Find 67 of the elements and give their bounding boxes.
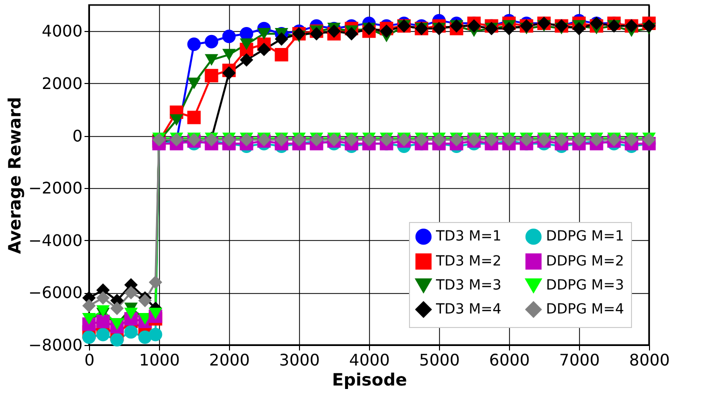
point: [138, 294, 152, 308]
x-tick-label: 3000: [279, 350, 320, 370]
point: [467, 19, 481, 33]
point: [572, 22, 586, 36]
point: [124, 325, 138, 339]
point: [310, 27, 324, 40]
point: [240, 53, 254, 67]
point: [222, 66, 236, 80]
point: [327, 24, 341, 38]
point: [204, 34, 218, 48]
x-tick-label: 7000: [559, 350, 600, 370]
y-tick-label: 4000: [42, 22, 82, 41]
point: [170, 114, 184, 126]
point: [502, 22, 516, 36]
point: [222, 30, 236, 44]
point: [96, 314, 110, 328]
legend-label: DDPG M=1: [546, 228, 624, 245]
point: [96, 328, 110, 342]
legend-label: DDPG M=4: [546, 302, 624, 318]
point: [240, 27, 254, 40]
point: [110, 333, 124, 346]
x-tick-label: 8000: [629, 350, 670, 370]
point: [138, 330, 152, 344]
x-tick-label: 1000: [139, 350, 180, 370]
point: [344, 27, 358, 40]
legend-label: TD3 M=2: [435, 254, 502, 270]
legend-label: TD3 M=4: [435, 302, 502, 318]
point: [124, 286, 138, 300]
point: [642, 19, 656, 33]
x-tick-label: 5000: [419, 350, 460, 370]
point: [380, 24, 394, 38]
y-tick-label: 2000: [42, 74, 82, 93]
point: [222, 48, 236, 60]
legend-label: TD3 M=1: [435, 228, 502, 245]
y-tick-label: −4000: [28, 230, 82, 250]
point: [187, 110, 201, 124]
legend-label: DDPG M=2: [546, 254, 624, 270]
point: [82, 330, 96, 344]
y-tick-label: −6000: [28, 283, 82, 302]
point: [148, 308, 162, 320]
x-axis-title: Episode: [332, 370, 408, 390]
point: [240, 38, 254, 50]
point: [187, 38, 201, 51]
point: [257, 28, 271, 40]
point: [82, 299, 96, 312]
x-tick-label: 0: [84, 350, 95, 370]
point: [274, 32, 288, 46]
point: [96, 305, 110, 317]
point: [187, 78, 201, 90]
y-tick-label: −8000: [28, 336, 82, 354]
point: [148, 328, 162, 342]
point: [148, 276, 162, 289]
point: [204, 68, 218, 82]
point: [110, 302, 124, 316]
point: [124, 308, 138, 320]
x-tick-label: 6000: [489, 350, 530, 370]
point: [274, 48, 288, 62]
legend-label: DDPG M=3: [546, 278, 624, 294]
x-tick-label: 2000: [209, 350, 250, 370]
point: [204, 54, 218, 66]
x-tick-label: 4000: [349, 350, 390, 370]
legend-label: TD3 M=3: [435, 278, 502, 294]
point: [257, 42, 271, 56]
y-tick-label: −2000: [28, 178, 82, 198]
y-axis-title: Average Reward: [5, 97, 26, 254]
point: [96, 291, 110, 305]
y-tick-label: 0: [72, 126, 82, 146]
